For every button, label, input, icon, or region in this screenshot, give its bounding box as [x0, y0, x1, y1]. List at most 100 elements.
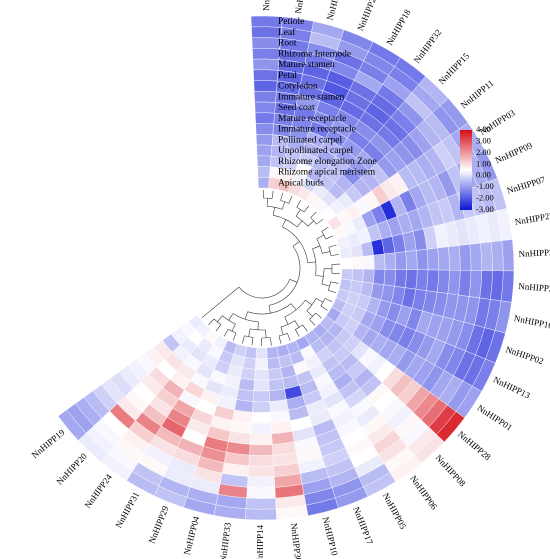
tissue-label: Petal	[278, 71, 297, 81]
gene-label: NnHIPP24	[83, 472, 115, 510]
legend-tick-label: 0.00	[476, 170, 491, 180]
legend-tick-label: 1.00	[476, 158, 491, 168]
heatmap-cell	[244, 508, 277, 521]
dendrogram-branch	[310, 217, 317, 225]
dendrogram-branch	[310, 211, 317, 218]
dendrogram-branch	[295, 324, 303, 330]
dendrogram-branch	[325, 235, 334, 240]
heatmap-cell	[253, 69, 279, 82]
gene-label: NnHIPP11	[459, 78, 496, 110]
tissue-label: Apical buds	[278, 178, 324, 188]
tissue-label: Mature stamen	[278, 60, 335, 70]
dendrogram-branch	[295, 329, 300, 337]
dendrogram-branch	[303, 205, 310, 213]
dendrogram-branch	[284, 316, 289, 325]
heatmap-cell	[254, 369, 269, 381]
tissue-label: Immature stamen	[278, 92, 344, 102]
dendrogram-branch	[290, 303, 297, 311]
dendrogram-branch	[280, 192, 284, 201]
heatmap-cell	[351, 268, 364, 283]
dendrogram-branch	[201, 286, 240, 318]
legend-tick-label: -2.00	[476, 193, 494, 203]
dendrogram-branch	[312, 245, 321, 250]
heatmap-cell	[252, 401, 271, 413]
gene-label: NnHIPP32	[412, 27, 444, 65]
gene-dendrogram	[201, 190, 340, 347]
gene-label: NnHIPP16	[513, 313, 550, 331]
gene-label: NnHIPP29	[147, 504, 171, 545]
dendrogram-branch	[320, 305, 328, 311]
gene-label: NnHIPP25	[355, 0, 380, 32]
dendrogram-branch	[278, 335, 282, 344]
heatmap-cell	[394, 251, 407, 270]
dendrogram-branch	[231, 323, 236, 332]
heatmap-cell	[351, 256, 364, 270]
dendrogram-branch	[306, 298, 317, 312]
heatmap-cell	[245, 497, 277, 510]
tissue-label: Root	[278, 39, 297, 49]
dendrogram-branch	[302, 324, 308, 332]
heatmap-cell	[248, 454, 274, 467]
gene-label: NnHIPP01	[475, 403, 514, 433]
heatmap-cell	[372, 269, 386, 285]
dendrogram-branch	[281, 201, 286, 210]
heatmap-cell	[383, 252, 396, 270]
heatmap-cell	[341, 257, 353, 270]
dendrogram-branch	[282, 219, 287, 227]
dendrogram-branch	[289, 279, 298, 283]
dendrogram-branch	[316, 218, 324, 225]
gene-label: NnHIPP27	[514, 210, 550, 227]
heatmap-cell	[257, 166, 271, 178]
heatmap-cell	[436, 269, 450, 294]
heatmap-cell	[257, 177, 270, 189]
tissue-label: Petiole	[278, 17, 304, 27]
legend-tick-label: 2.00	[476, 147, 491, 157]
gene-label: NnHIPP09	[494, 140, 535, 166]
tissue-label: Leaf	[278, 27, 296, 38]
tissue-label: Rhizome elongation Zone	[278, 157, 377, 167]
heatmap-cell	[268, 388, 287, 402]
heatmap-cell	[240, 367, 256, 381]
dendrogram-branch	[296, 200, 301, 208]
heatmap-cell	[247, 465, 275, 478]
dendrogram-branch	[295, 209, 301, 217]
heatmap-cell	[251, 37, 281, 50]
dendrogram-branch	[268, 245, 301, 306]
heatmap-cell	[251, 411, 272, 424]
heatmap-cell	[362, 255, 375, 270]
dendrogram-branch	[294, 320, 300, 328]
dendrogram-branch	[330, 281, 339, 284]
heatmap-cell	[266, 346, 279, 359]
tissue-label: Unpollinated carpel	[278, 146, 354, 156]
heatmap-cell	[247, 476, 275, 488]
dendrogram-branch	[316, 234, 324, 240]
dendrogram-branch	[307, 261, 316, 264]
gene-label: NnHIPP18	[384, 7, 413, 47]
legend-tick-label: 3.00	[476, 135, 491, 145]
gene-label: NnHIPP08	[434, 453, 468, 489]
heatmap-cell	[405, 250, 418, 271]
legend-tick-label: 4.00	[476, 124, 491, 134]
dendrogram-branch	[278, 332, 288, 337]
gene-label: NnHIPP06	[408, 474, 439, 512]
gene-label: NnHIPP05	[381, 491, 409, 531]
dendrogram-branch	[307, 220, 314, 227]
gene-label: NnHIPP19	[30, 427, 67, 460]
heatmap-cell	[437, 246, 450, 271]
gene-label: NnHIPP02	[504, 344, 545, 366]
gene-label: NnHIPP12	[293, 0, 309, 14]
legend-tick-label: -1.00	[476, 181, 494, 191]
heatmap-cell	[415, 269, 429, 291]
tissue-label: Mature receptacle	[278, 114, 346, 124]
color-legend-bar	[460, 130, 472, 210]
heatmap-cell	[448, 245, 461, 271]
heatmap-cell	[267, 356, 281, 370]
heatmap-cell	[254, 101, 276, 114]
gene-label: NnHIPP13	[492, 374, 532, 400]
dendrogram-branch	[268, 305, 271, 314]
dendrogram-branch	[324, 298, 333, 303]
heatmap-cell	[268, 378, 285, 392]
heatmap-cell	[252, 58, 280, 71]
